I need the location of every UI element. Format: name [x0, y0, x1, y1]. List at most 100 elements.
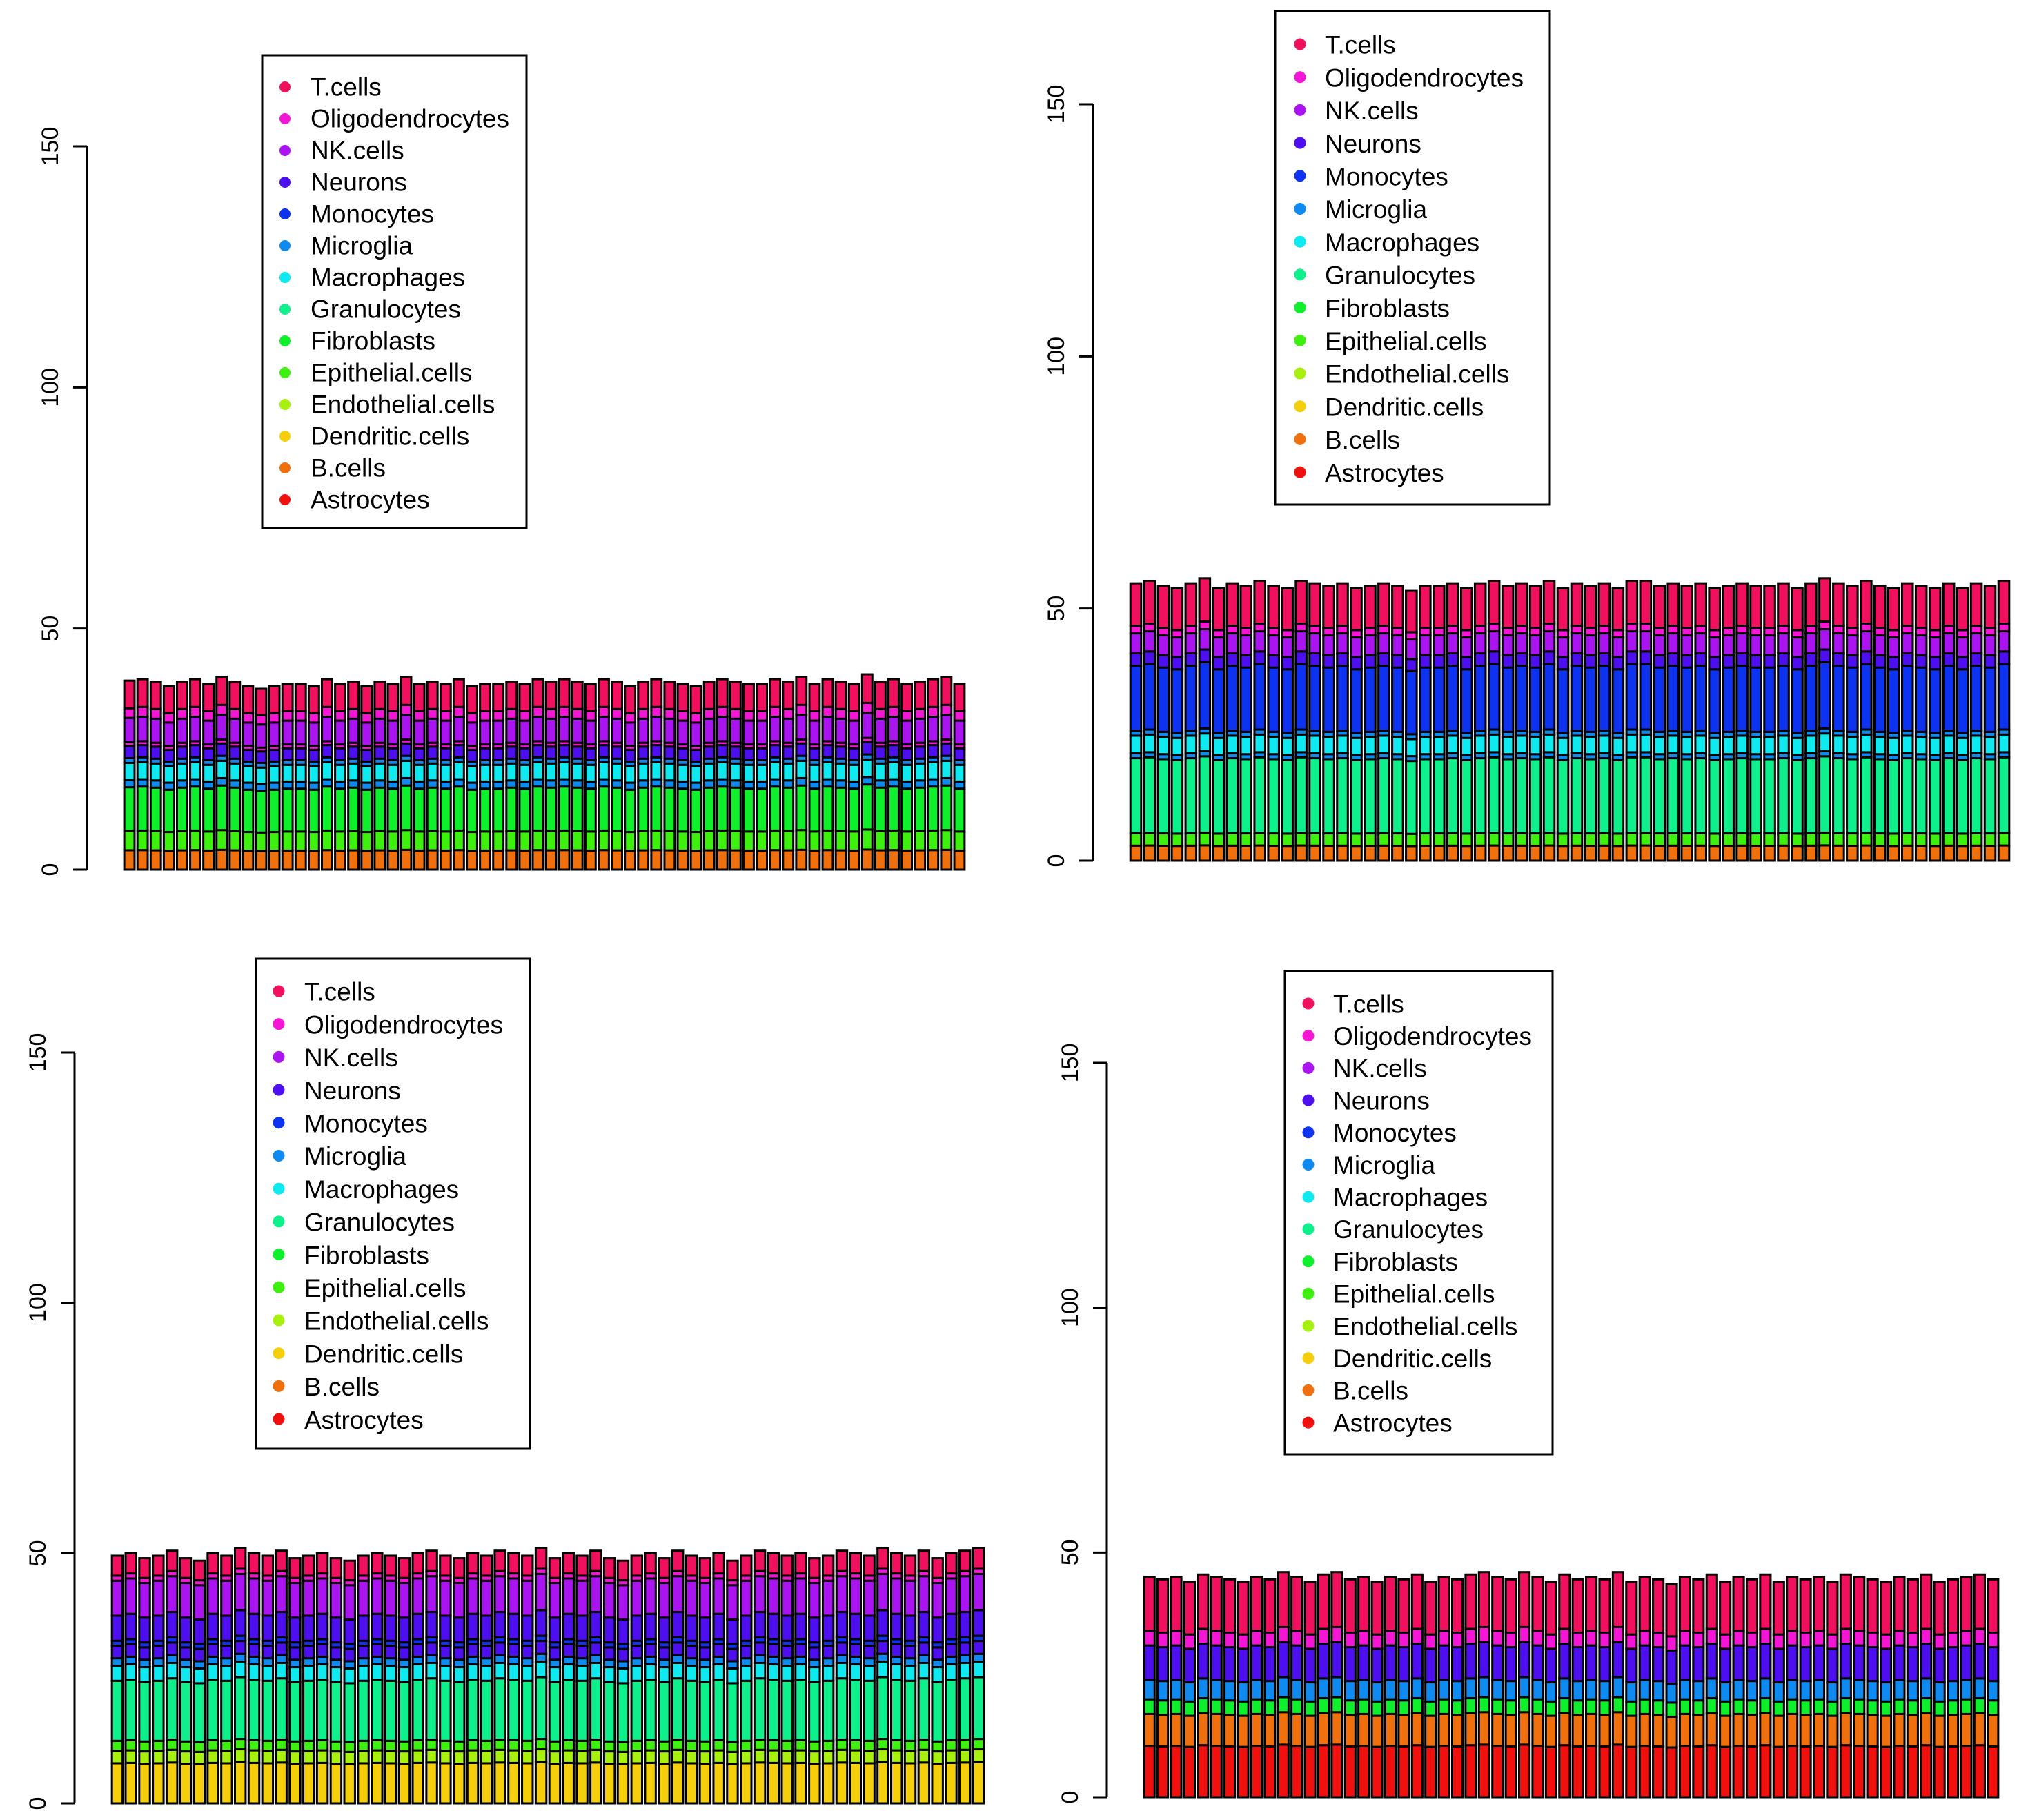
bar-segment-t-cells [162, 685, 175, 714]
bar-segment-microglia [1237, 1681, 1250, 1703]
legend-dot [1294, 367, 1306, 380]
bar-segment-oligodendrocytes [466, 712, 478, 724]
bar-segment-t-cells [1920, 1573, 1933, 1630]
bar-segment-nk-cells [927, 716, 940, 743]
bar-segment-microglia [1330, 1676, 1343, 1699]
bar-segment-endothelial-cells [220, 1750, 233, 1765]
bar-segment-macrophages [821, 761, 834, 781]
bar-segment-fibroblasts [255, 790, 268, 834]
bar-segment-t-cells [1853, 1576, 1866, 1632]
bar-segment-macrophages [726, 1667, 739, 1685]
bar-segment-epithelial-cells [492, 830, 505, 852]
bar-segment-b-cells [1410, 1712, 1424, 1747]
bar-segment-endothelial-cells [466, 1749, 480, 1764]
bar-segment-dendritic-cells [616, 1763, 630, 1805]
bar-segment-epithelial-cells [162, 831, 175, 852]
bar-segment-oligodendrocytes [1969, 625, 1983, 635]
bar-segment-neurons [1263, 1646, 1277, 1683]
bar-segment-macrophages [589, 1662, 602, 1680]
bar-segment-granulocytes [698, 1681, 712, 1743]
bar-segment-macrophages [834, 762, 847, 782]
bar-segment-nk-cells [162, 721, 175, 747]
bar-segment-epithelial-cells [927, 829, 940, 852]
bar-segment-oligodendrocytes [940, 703, 953, 716]
bar-segment-oligodendrocytes [756, 710, 768, 722]
bar-segment-epithelial-cells [138, 1740, 151, 1753]
bar-segment-epithelial-cells [1446, 832, 1459, 847]
bar-segment-monocytes [1832, 665, 1845, 732]
bar-segment-astrocytes [1397, 1745, 1410, 1799]
bar-segment-granulocytes [1735, 757, 1749, 834]
legend-dot [279, 367, 291, 378]
bar-segment-macrophages [384, 1665, 397, 1682]
bar-segment-t-cells [1708, 587, 1721, 632]
bar-segment-macrophages [493, 1662, 506, 1680]
bar-segment-microglia [261, 1657, 275, 1667]
bar-segment-oligodendrocytes [1317, 1627, 1330, 1645]
bar-segment-fibroblasts [1987, 1699, 2000, 1716]
bar-segment-neurons [425, 1641, 438, 1656]
bar-segment-macrophages [138, 1666, 151, 1683]
bar-segment-nk-cells [347, 717, 360, 744]
bar-segment-monocytes [1308, 665, 1321, 732]
bar-segment-neurons [794, 1612, 807, 1641]
bar-segment-nk-cells [371, 1577, 384, 1615]
bar-segment-granulocytes [1860, 756, 1873, 834]
bar-segment-macrophages [479, 763, 492, 783]
bar-segment-oligodendrocytes [1437, 1630, 1450, 1647]
legend-label: Microglia [1325, 195, 1427, 224]
bar-segment-endothelial-cells [671, 1748, 685, 1764]
bar-segment-epithelial-cells [1253, 832, 1267, 847]
bar-segment-microglia [1638, 1679, 1651, 1701]
bar-segment-epithelial-cells [1501, 832, 1515, 847]
bar-segment-astrocytes [1598, 1745, 1611, 1799]
bar-segment-oligodendrocytes [1558, 1627, 1571, 1645]
bar-segment-epithelial-cells [1735, 832, 1749, 847]
bar-segment-oligodendrocytes [307, 712, 320, 724]
bar-segment-t-cells [1887, 587, 1900, 632]
bar-segment-microglia [740, 1657, 753, 1667]
bar-segment-neurons [1410, 1643, 1424, 1680]
bar-segment-macrophages [268, 765, 281, 784]
bar-segment-fibroblasts [123, 786, 136, 832]
bar-segment-endothelial-cells [863, 1750, 876, 1765]
bar-segment-microglia [676, 780, 689, 790]
bar-segment-dendritic-cells [671, 1761, 685, 1805]
bar-segment-microglia [689, 781, 702, 791]
bar-segment-neurons [1735, 652, 1749, 667]
bar-segment-oligodendrocytes [1294, 623, 1308, 633]
bar-segment-macrophages [110, 1665, 124, 1682]
bar-segment-neurons [900, 747, 914, 761]
bar-segment-fibroblasts [1826, 1700, 1839, 1717]
bar-segment-neurons [179, 1616, 193, 1644]
legend-dot [273, 1314, 285, 1327]
bar-segment-neurons [769, 744, 782, 759]
bar-segment-t-cells [571, 681, 584, 710]
bar-segment-microglia [386, 780, 400, 790]
bar-segment-macrophages [1364, 736, 1377, 756]
bar-segment-t-cells [821, 678, 834, 708]
y-tick-label: 100 [25, 1283, 51, 1322]
legend-box [255, 957, 531, 1450]
bar-segment-fibroblasts [1571, 1699, 1584, 1716]
bar-segment-nk-cells [1914, 634, 1928, 656]
bar-segment-nk-cells [425, 1575, 438, 1614]
bar-segment-nk-cells [1364, 634, 1377, 656]
bar-segment-neurons [1680, 654, 1694, 669]
legend-dot [1302, 1287, 1315, 1300]
bar-segment-neurons [903, 1614, 917, 1642]
bar-segment-macrophages [1763, 736, 1776, 756]
bar-segment-epithelial-cells [671, 1739, 685, 1751]
bar-segment-endothelial-cells [849, 1749, 863, 1764]
bar-segment-b-cells [1308, 844, 1321, 862]
bar-segment-neurons [1947, 1646, 1960, 1683]
bar-segment-t-cells [413, 683, 426, 712]
bar-segment-b-cells [123, 849, 136, 871]
legend-dot [279, 431, 291, 442]
bar-segment-fibroblasts [1611, 1696, 1624, 1714]
bar-segment-granulocytes [1405, 760, 1418, 835]
bar-segment-granulocytes [302, 1679, 315, 1742]
bar-segment-neurons [972, 1640, 985, 1655]
bar-segment-oligodendrocytes [1708, 629, 1721, 639]
bar-segment-b-cells [1391, 844, 1404, 862]
